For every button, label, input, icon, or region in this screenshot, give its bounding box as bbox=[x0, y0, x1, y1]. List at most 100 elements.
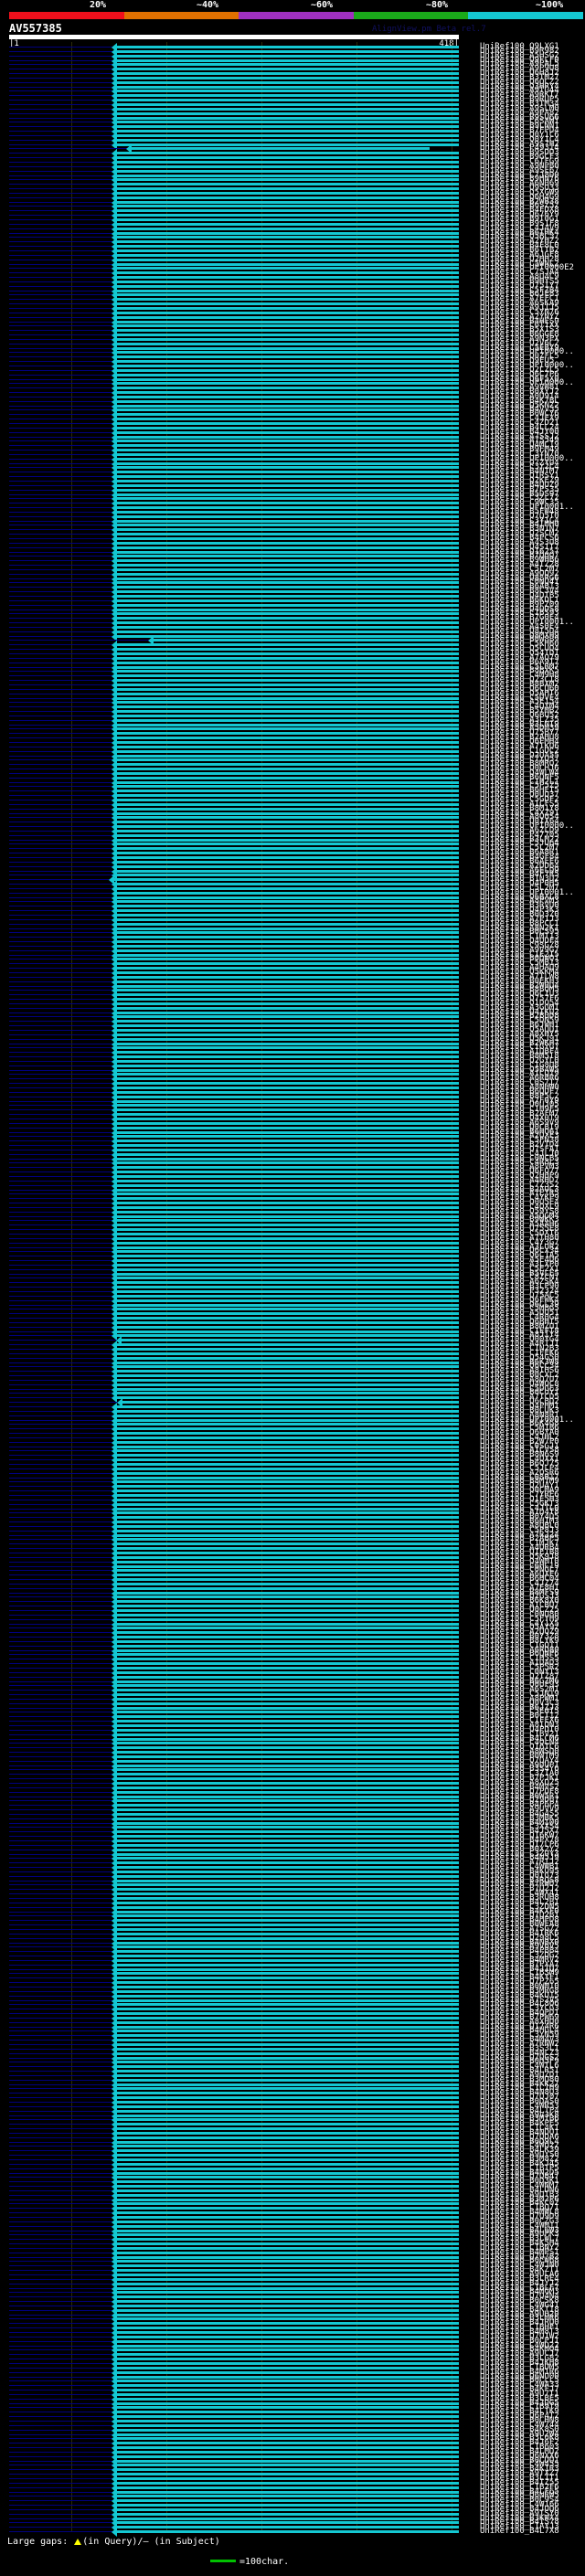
hit-accession-label[interactable]: UniRef100_Q2H0P9 bbox=[480, 1171, 559, 1181]
alignment-bar[interactable] bbox=[117, 2017, 459, 2019]
alignment-bar[interactable] bbox=[117, 489, 459, 492]
alignment-bar[interactable] bbox=[117, 1281, 459, 1284]
alignment-bar[interactable] bbox=[117, 1427, 459, 1430]
hit-accession-label[interactable]: UniRef100_B4MRV2 bbox=[480, 1956, 559, 1965]
alignment-bar[interactable] bbox=[117, 1995, 459, 1998]
hit-accession-label[interactable]: UniRef100_B9SU66 bbox=[480, 113, 559, 122]
hit-accession-label[interactable]: UniRef100_Q6BYA0 bbox=[480, 1428, 559, 1437]
hit-accession-label[interactable]: UniRef100_B6JWH1 bbox=[480, 1021, 559, 1030]
hit-accession-label[interactable]: UniRef100_B3RQS8 bbox=[480, 1876, 559, 1885]
alignment-bar[interactable] bbox=[117, 1822, 459, 1825]
alignment-bar[interactable] bbox=[117, 1542, 459, 1545]
alignment-bar[interactable] bbox=[117, 99, 459, 101]
alignment-bar[interactable] bbox=[117, 453, 459, 456]
hit-accession-label[interactable]: UniRef100_Q5K9J8 bbox=[480, 1553, 559, 1562]
hit-accession-label[interactable]: UniRef100_B2W0D4 bbox=[480, 981, 559, 991]
alignment-bar[interactable] bbox=[117, 1480, 459, 1483]
hit-accession-label[interactable]: UniRef100_Q7ZYU4 bbox=[480, 459, 559, 468]
hit-accession-label[interactable]: UniRef100_C0SGJ1 bbox=[480, 1442, 559, 1451]
hit-accession-label[interactable]: UniRef100_Q23CI8 bbox=[480, 675, 559, 684]
alignment-bar[interactable] bbox=[117, 967, 459, 970]
hit-accession-label[interactable]: UniRef100_B9HYS5 bbox=[480, 277, 559, 286]
hit-accession-label[interactable]: UniRef100_Q0Y1C4 bbox=[480, 135, 559, 144]
hit-accession-label[interactable]: UniRef100_B2VTD4 bbox=[480, 1140, 559, 1150]
hit-accession-label[interactable]: UniRef100_B6A9T7 bbox=[480, 658, 559, 667]
hit-accession-label[interactable]: UniRef100_Q0UQ37 bbox=[480, 790, 559, 800]
hit-accession-label[interactable]: UniRef100_B3TM34 bbox=[480, 100, 559, 109]
alignment-bar[interactable] bbox=[117, 1861, 459, 1864]
alignment-bar[interactable] bbox=[117, 436, 459, 439]
alignment-bar[interactable] bbox=[114, 878, 459, 881]
alignment-bar[interactable] bbox=[117, 621, 459, 624]
alignment-bar[interactable] bbox=[117, 1286, 459, 1288]
hit-accession-label[interactable]: UniRef100_C0NCB5 bbox=[480, 1154, 559, 1163]
hit-accession-label[interactable]: UniRef100_C5JN19 bbox=[480, 1690, 559, 1699]
alignment-bar[interactable] bbox=[117, 1892, 459, 1895]
alignment-bar[interactable] bbox=[117, 1569, 459, 1572]
hit-accession-label[interactable]: UniRef100_B2W7P0 bbox=[480, 1437, 559, 1447]
alignment-bar[interactable] bbox=[117, 1020, 459, 1023]
hit-accession-label[interactable]: UniRef100_A8Q7U7 bbox=[480, 1375, 559, 1384]
hit-accession-label[interactable]: UniRef100_B4IRK6 bbox=[480, 1929, 559, 1938]
alignment-bar[interactable] bbox=[117, 408, 459, 411]
hit-accession-label[interactable]: UniRef100_C5DGE3 bbox=[480, 1384, 559, 1394]
hit-accession-label[interactable]: UniRef100_B4FDX8 bbox=[480, 206, 559, 215]
alignment-bar[interactable] bbox=[117, 1999, 459, 2002]
alignment-bar[interactable] bbox=[117, 684, 459, 686]
alignment-bar[interactable] bbox=[117, 1503, 459, 1506]
alignment-bar[interactable] bbox=[117, 1698, 459, 1701]
hit-accession-label[interactable]: UniRef100_A1CFS5 bbox=[480, 800, 559, 809]
alignment-bar[interactable] bbox=[117, 1268, 459, 1271]
hit-accession-label[interactable]: UniRef100_A9VW81 bbox=[480, 383, 559, 392]
hit-accession-label[interactable]: UniRef100_A7AQ79 bbox=[480, 653, 559, 663]
hit-accession-label[interactable]: UniRef100_C1N2B3 bbox=[480, 1344, 559, 1353]
hit-accession-label[interactable]: UniRef100_C4QXL9 bbox=[480, 1203, 559, 1212]
alignment-bar[interactable] bbox=[117, 1423, 459, 1426]
alignment-bar[interactable] bbox=[117, 484, 459, 487]
alignment-bar[interactable] bbox=[117, 506, 459, 509]
alignment-bar[interactable] bbox=[117, 1140, 459, 1142]
hit-accession-label[interactable]: UniRef100_A3LXP0 bbox=[480, 1260, 559, 1269]
hit-accession-label[interactable]: UniRef100_B7PW69 bbox=[480, 2013, 559, 2022]
alignment-bar[interactable] bbox=[117, 936, 459, 938]
hit-accession-label[interactable]: UniRef100_C4ZD21 bbox=[480, 419, 559, 428]
alignment-bar[interactable] bbox=[117, 768, 459, 770]
hit-accession-label[interactable]: UniRef100_A8WSD0 bbox=[480, 1747, 559, 1756]
hit-accession-label[interactable]: UniRef100_C4JHL2 bbox=[480, 1433, 559, 1442]
hit-accession-label[interactable]: UniRef100_C3ZDG2 bbox=[480, 1951, 559, 1960]
hit-accession-label[interactable]: UniRef100_C5DXT6 bbox=[480, 1229, 559, 1238]
alignment-bar[interactable] bbox=[117, 2530, 459, 2533]
alignment-bar[interactable] bbox=[117, 1175, 459, 1178]
hit-accession-label[interactable]: UniRef100_B4F7R5 bbox=[480, 870, 559, 879]
alignment-bar[interactable] bbox=[117, 1799, 459, 1802]
hit-accession-label[interactable]: UniRef100_C1FEK6 bbox=[480, 1349, 559, 1358]
alignment-bar[interactable] bbox=[117, 1857, 459, 1860]
alignment-bar[interactable] bbox=[117, 1511, 459, 1514]
alignment-bar[interactable] bbox=[117, 165, 459, 168]
hit-accession-label[interactable]: UniRef100_UPI0000.. bbox=[480, 454, 574, 463]
alignment-bar[interactable] bbox=[117, 524, 459, 526]
hit-accession-label[interactable]: UniRef100_B0Y4D5 bbox=[480, 1512, 559, 1521]
hit-accession-label[interactable]: UniRef100_A0D914 bbox=[480, 392, 559, 401]
alignment-bar[interactable] bbox=[117, 1046, 459, 1049]
hit-accession-label[interactable]: UniRef100_B9T0G1 bbox=[480, 215, 559, 224]
alignment-bar[interactable] bbox=[117, 1202, 459, 1204]
hit-accession-label[interactable]: UniRef100_B6JE83 bbox=[480, 290, 559, 299]
hit-accession-label[interactable]: UniRef100_B5X1S3 bbox=[480, 325, 559, 334]
hit-accession-label[interactable]: UniRef100_B0Y3Z8 bbox=[480, 1632, 559, 1641]
hit-accession-label[interactable]: UniRef100_B0WM10 bbox=[480, 1982, 559, 1991]
alignment-bar[interactable] bbox=[117, 187, 459, 190]
hit-accession-label[interactable]: UniRef100_A7F0Y9 bbox=[480, 1097, 559, 1106]
alignment-bar[interactable] bbox=[117, 821, 459, 823]
alignment-bar[interactable] bbox=[117, 1485, 459, 1488]
alignment-bar[interactable] bbox=[117, 1012, 459, 1014]
hit-accession-label[interactable]: UniRef100_A4HAU9 bbox=[480, 963, 559, 972]
alignment-bar[interactable] bbox=[117, 183, 459, 186]
alignment-bar[interactable] bbox=[117, 329, 459, 332]
hit-accession-label[interactable]: UniRef100_C7YRE6 bbox=[480, 1490, 559, 1500]
hit-accession-label[interactable]: UniRef100_Q6C1A5 bbox=[480, 1251, 559, 1260]
hit-accession-label[interactable]: UniRef100_Q676Y9 bbox=[480, 210, 559, 219]
hit-accession-label[interactable]: UniRef100_B4KQ95 bbox=[480, 1867, 559, 1876]
hit-accession-label[interactable]: UniRef100_A2QXE3 bbox=[480, 1131, 559, 1140]
alignment-bar[interactable] bbox=[117, 117, 459, 120]
